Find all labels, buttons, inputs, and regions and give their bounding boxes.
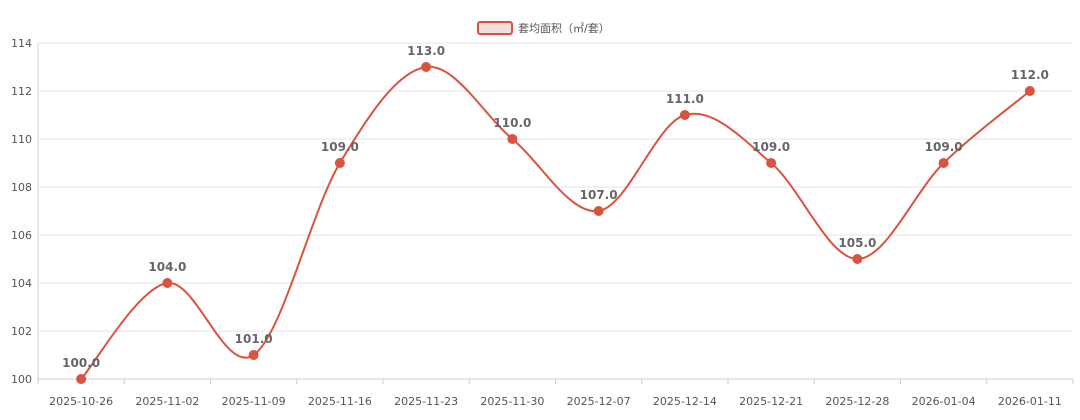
data-label: 109.0 xyxy=(925,140,963,154)
data-label: 109.0 xyxy=(321,140,359,154)
series-line xyxy=(80,65,1031,380)
x-tick-label: 2026-01-04 xyxy=(912,395,976,408)
data-label: 113.0 xyxy=(407,44,445,58)
data-point xyxy=(248,350,259,360)
data-label: 111.0 xyxy=(666,92,704,106)
y-tick-label: 110 xyxy=(11,133,32,146)
data-point xyxy=(1024,86,1035,96)
data-labels: 100.0 104.0 101.0 109.0 113.0 110.0 107.0 111.0… xyxy=(62,44,1049,370)
data-label: 101.0 xyxy=(235,332,273,346)
series-group xyxy=(76,62,1035,384)
data-label: 110.0 xyxy=(493,116,531,130)
data-point xyxy=(679,110,690,120)
x-tick-label: 2026-01-11 xyxy=(998,395,1062,408)
data-label: 100.0 xyxy=(62,356,100,370)
legend-label: 套均面积（㎡/套） xyxy=(518,22,610,35)
y-tick-label: 106 xyxy=(11,229,32,242)
data-point xyxy=(938,158,949,168)
x-tick-label: 2025-11-09 xyxy=(222,395,286,408)
y-tick-label: 100 xyxy=(11,373,32,386)
x-tick-label: 2025-12-21 xyxy=(739,395,803,408)
y-tick-label: 104 xyxy=(11,277,32,290)
data-point xyxy=(76,374,87,384)
y-tick-label: 114 xyxy=(11,37,32,50)
data-point xyxy=(766,158,777,168)
y-tick-label: 108 xyxy=(11,181,32,194)
data-point xyxy=(421,62,432,72)
x-tick-label: 2025-11-23 xyxy=(394,395,458,408)
y-tick-label: 112 xyxy=(11,85,32,98)
legend-swatch xyxy=(477,21,513,35)
x-tick-label: 2025-12-07 xyxy=(567,395,631,408)
x-tick-label: 2025-11-02 xyxy=(135,395,199,408)
y-tick-label: 102 xyxy=(11,325,32,338)
data-label: 105.0 xyxy=(838,236,876,250)
x-tick-label: 2025-12-28 xyxy=(825,395,889,408)
data-label: 109.0 xyxy=(752,140,790,154)
data-label: 107.0 xyxy=(580,188,618,202)
data-point xyxy=(162,278,173,288)
data-point xyxy=(852,254,863,264)
x-tick-label: 2025-10-26 xyxy=(49,395,113,408)
data-label: 104.0 xyxy=(148,260,186,274)
x-tick-label: 2025-11-30 xyxy=(480,395,544,408)
x-tick-label: 2025-11-16 xyxy=(308,395,372,408)
data-point xyxy=(334,158,345,168)
legend[interactable]: 套均面积（㎡/套） xyxy=(477,21,610,35)
data-point xyxy=(593,206,604,216)
data-point xyxy=(507,134,518,144)
x-tick-label: 2025-12-14 xyxy=(653,395,717,408)
data-label: 112.0 xyxy=(1011,68,1049,82)
grid-lines xyxy=(38,42,1073,332)
axes: 100 102 104 106 108 110 112 114 2025-10-26 2025-1… xyxy=(11,37,1074,408)
